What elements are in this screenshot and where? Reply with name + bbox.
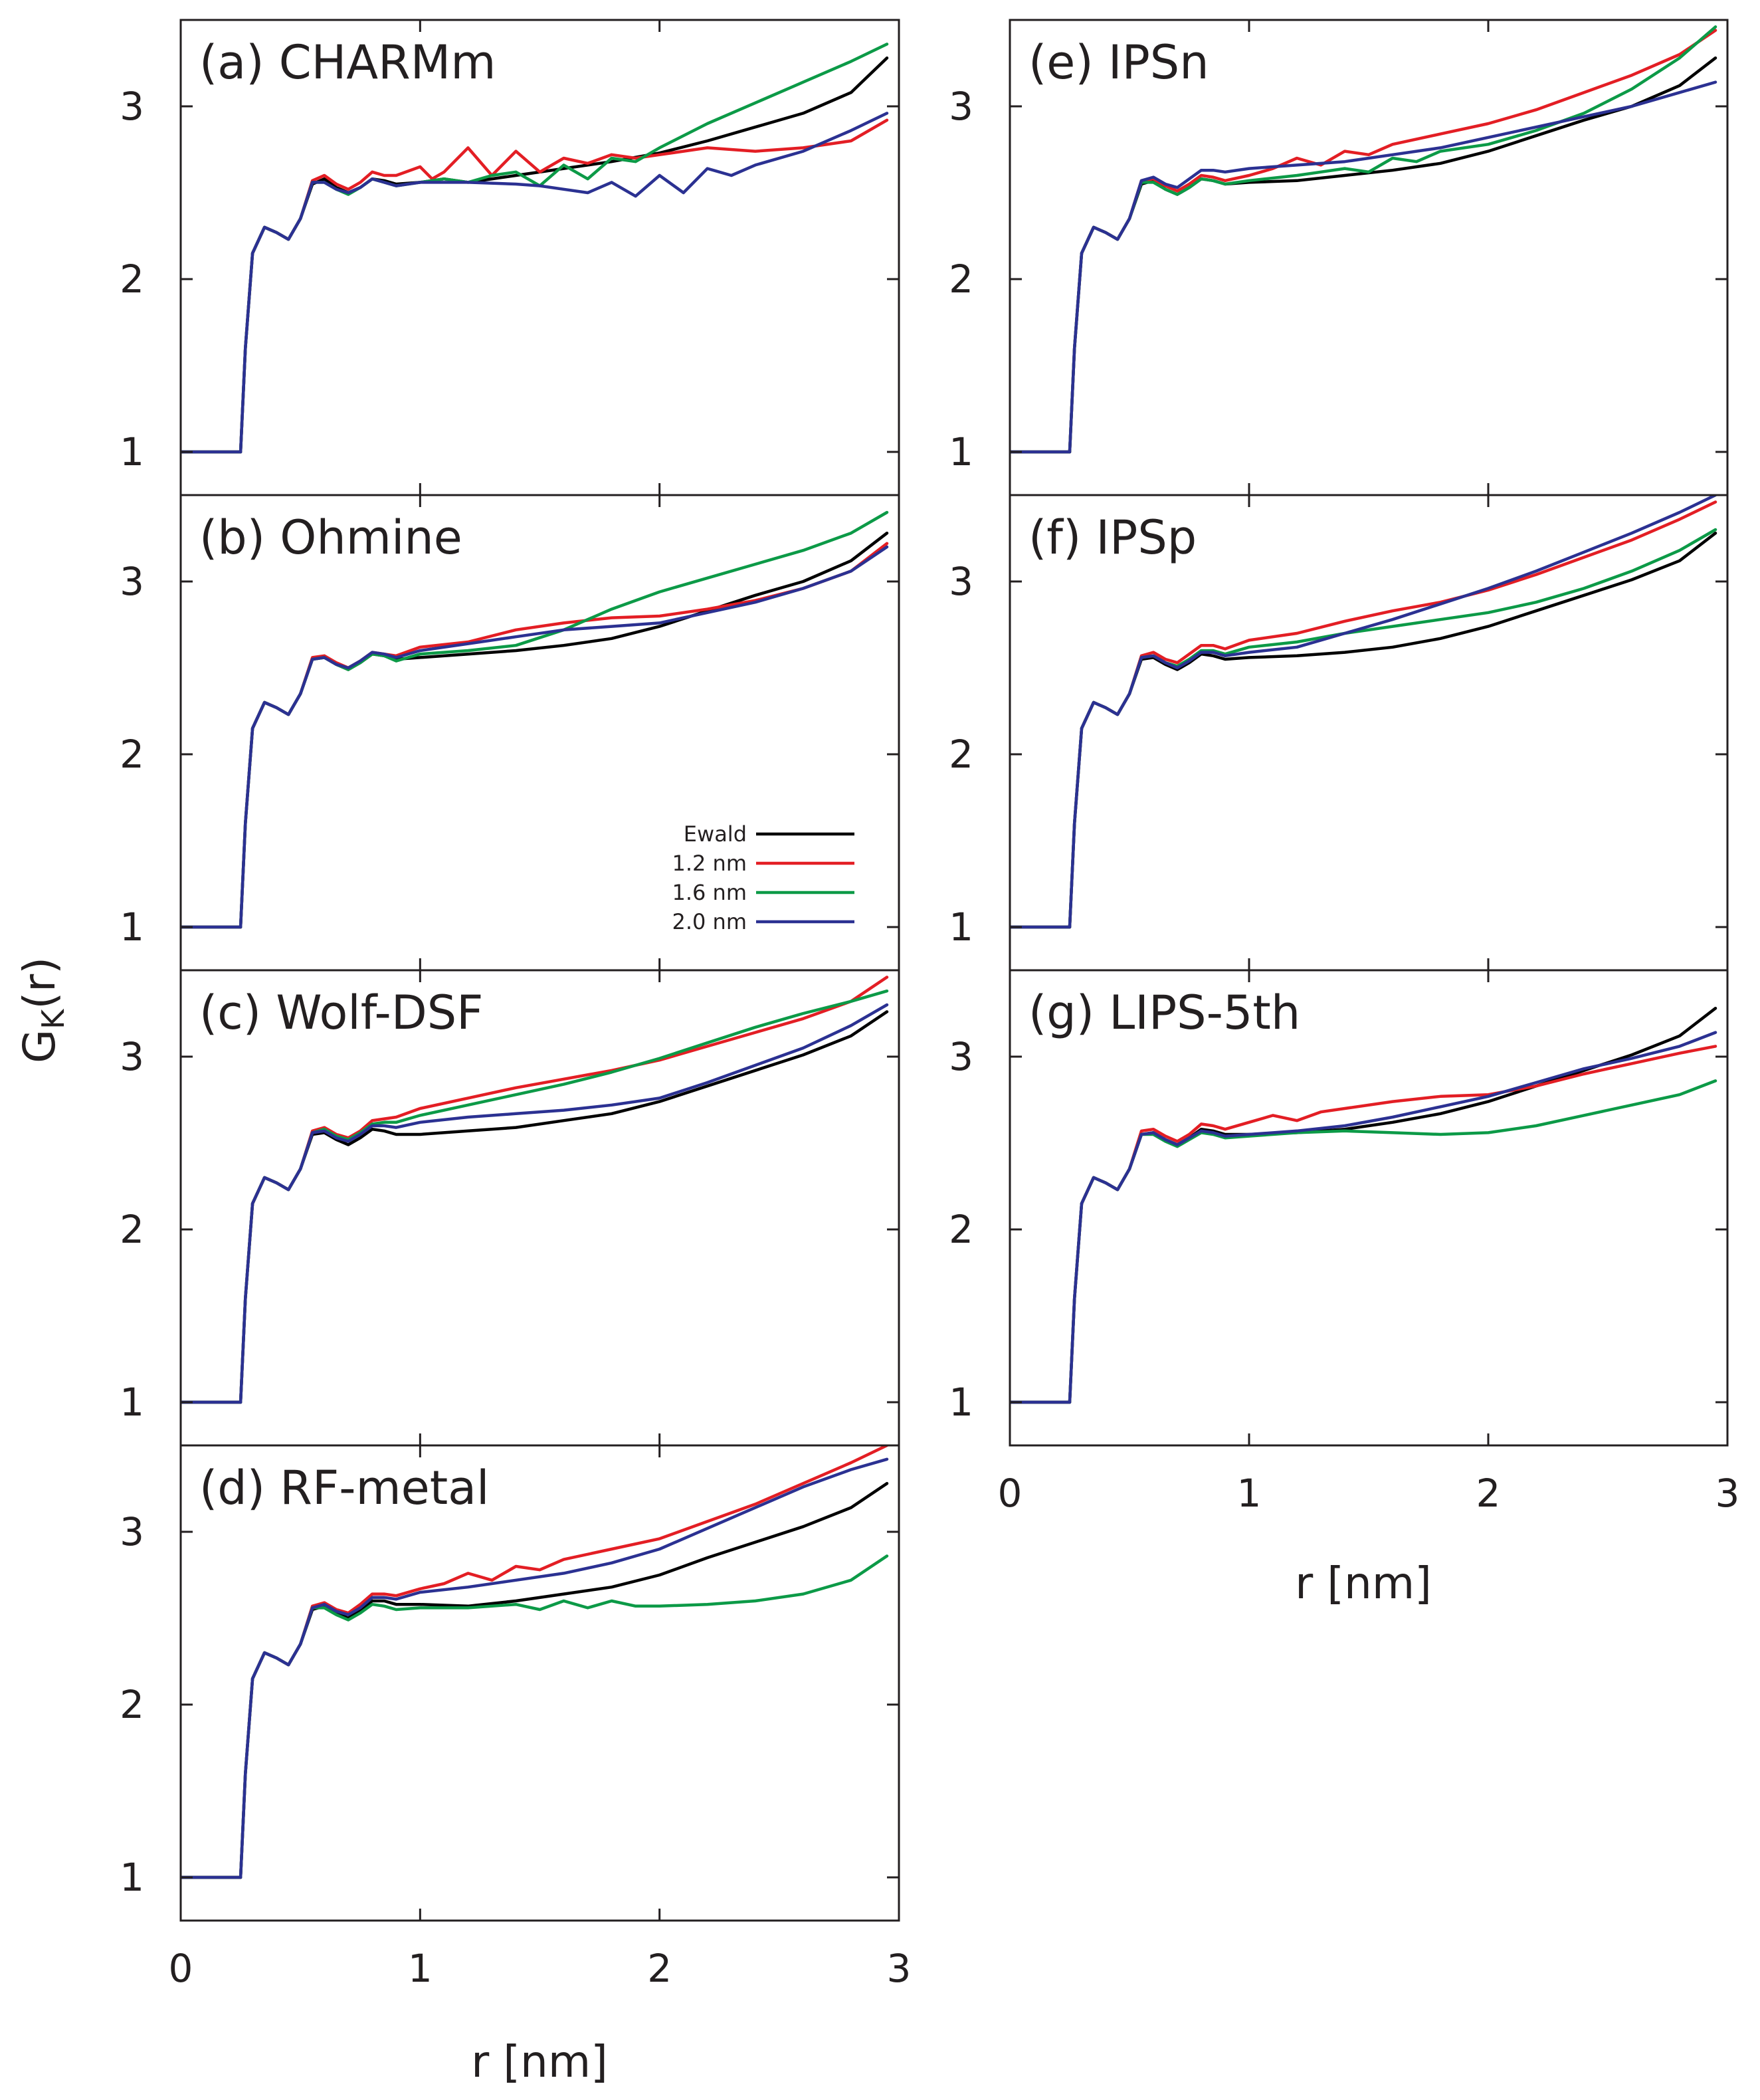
panel-5: 1 2 3 (f) IPSp	[949, 494, 1729, 972]
y-tick-label: 2	[120, 732, 144, 777]
plot-frame	[1009, 494, 1729, 972]
series-line-ewald	[1010, 531, 1717, 929]
x-tick-label: 3	[887, 1946, 912, 1991]
x-tick-label: 0	[998, 1471, 1023, 1516]
x-axis-title-right: r [nm]	[1295, 1558, 1432, 1609]
series-line-1-2-nm	[1010, 1045, 1717, 1404]
panel-4: 1 2 3 (e) IPSn	[949, 19, 1729, 496]
y-tick-label: 1	[120, 1380, 144, 1425]
panel-title: (d) RF-metal	[199, 1461, 490, 1515]
series-group	[1010, 495, 1717, 929]
panel-0: 1 2 3 (a) CHARMm	[120, 19, 900, 496]
legend-label: Ewald	[684, 821, 747, 847]
y-tick-label: 3	[120, 559, 144, 604]
legend-label: 1.6 nm	[672, 880, 747, 905]
series-line-1-6-nm	[181, 1554, 889, 1879]
series-group	[1010, 25, 1717, 454]
y-tick-label: 2	[120, 1682, 144, 1727]
series-line-ewald	[181, 1481, 889, 1879]
plot-frame	[179, 969, 900, 1447]
series-group	[181, 1445, 889, 1879]
plot-frame	[1009, 19, 1729, 496]
series-line-1-2-nm	[181, 542, 889, 929]
series-line-2-0-nm	[181, 545, 889, 929]
y-tick-label: 2	[949, 732, 973, 777]
y-tick-label: 1	[949, 904, 973, 950]
plot-frame	[179, 1444, 900, 1922]
plot-frame	[1009, 969, 1729, 1447]
panels: 1 2 3 (a) CHARMm 1 2 3 (b) Ohmine 1 2 3 (c) Wolf-DS…	[120, 19, 1740, 1991]
series-line-1-6-nm	[1010, 528, 1717, 929]
y-tick-label: 2	[120, 1207, 144, 1252]
y-axis-title-tail: (r)	[14, 957, 65, 1009]
series-group	[181, 976, 889, 1404]
y-tick-label: 2	[120, 257, 144, 302]
x-tick-label: 3	[1715, 1471, 1740, 1516]
series-line-ewald	[1010, 56, 1717, 454]
y-tick-label: 3	[120, 1034, 144, 1079]
panel-title: (c) Wolf-DSF	[199, 986, 483, 1040]
panel-2: 1 2 3 (c) Wolf-DSF	[120, 969, 900, 1447]
x-tick-label: 0	[169, 1946, 193, 1991]
x-tick-label: 1	[408, 1946, 433, 1991]
series-line-1-2-nm	[181, 118, 889, 454]
plot-frame	[179, 494, 900, 972]
series-line-2-0-nm	[1010, 1031, 1717, 1404]
x-axis-title-left: r [nm]	[471, 2036, 608, 2087]
series-line-ewald	[181, 531, 889, 929]
y-tick-label: 3	[949, 1034, 973, 1079]
panel-3: 1 2 3 0 1 2 3 (d) RF-metal	[120, 1444, 912, 1991]
series-line-2-0-nm	[181, 1457, 889, 1879]
series-line-2-0-nm	[181, 1003, 889, 1404]
series-line-ewald	[181, 56, 889, 454]
series-line-1-6-nm	[181, 43, 889, 454]
series-line-2-0-nm	[1010, 495, 1717, 929]
y-axis-title-main: G	[14, 1029, 65, 1063]
panel-1: 1 2 3 (b) Ohmine	[120, 494, 900, 972]
x-tick-label: 2	[1476, 1471, 1501, 1516]
y-tick-label: 3	[120, 84, 144, 129]
panel-6: 1 2 3 0 1 2 3 (g) LIPS-5th	[949, 969, 1740, 1516]
panel-title: (b) Ohmine	[199, 510, 462, 565]
y-tick-label: 1	[120, 904, 144, 950]
legend-label: 2.0 nm	[672, 909, 747, 934]
y-axis-title-sub: K	[35, 1008, 71, 1029]
panel-title: (f) IPSp	[1028, 510, 1197, 565]
plot-frame	[179, 19, 900, 496]
panel-title: (g) LIPS-5th	[1028, 986, 1300, 1040]
y-tick-label: 3	[949, 84, 973, 129]
series-line-2-0-nm	[181, 112, 889, 454]
series-line-2-0-nm	[1010, 80, 1717, 454]
y-tick-label: 1	[120, 429, 144, 474]
series-group	[181, 510, 889, 929]
series-group	[1010, 1006, 1717, 1404]
y-tick-label: 2	[949, 257, 973, 302]
series-group	[181, 43, 889, 454]
series-line-1-2-nm	[1010, 29, 1717, 454]
panel-title: (a) CHARMm	[199, 35, 496, 90]
series-line-1-6-nm	[1010, 1079, 1717, 1404]
series-line-1-6-nm	[181, 510, 889, 929]
x-tick-label: 1	[1237, 1471, 1262, 1516]
series-line-ewald	[181, 1010, 889, 1404]
legend: Ewald 1.2 nm 1.6 nm 2.0 nm	[672, 821, 854, 934]
y-tick-label: 2	[949, 1207, 973, 1252]
y-tick-label: 1	[949, 1380, 973, 1425]
y-tick-label: 3	[949, 559, 973, 604]
y-axis-title: GK(r)	[14, 957, 71, 1063]
y-tick-label: 1	[949, 429, 973, 474]
y-tick-label: 3	[120, 1509, 144, 1554]
x-tick-label: 2	[647, 1946, 672, 1991]
panel-title: (e) IPSn	[1028, 35, 1209, 90]
series-line-1-6-nm	[181, 989, 889, 1404]
legend-label: 1.2 nm	[672, 851, 747, 876]
y-tick-label: 1	[120, 1855, 144, 1900]
